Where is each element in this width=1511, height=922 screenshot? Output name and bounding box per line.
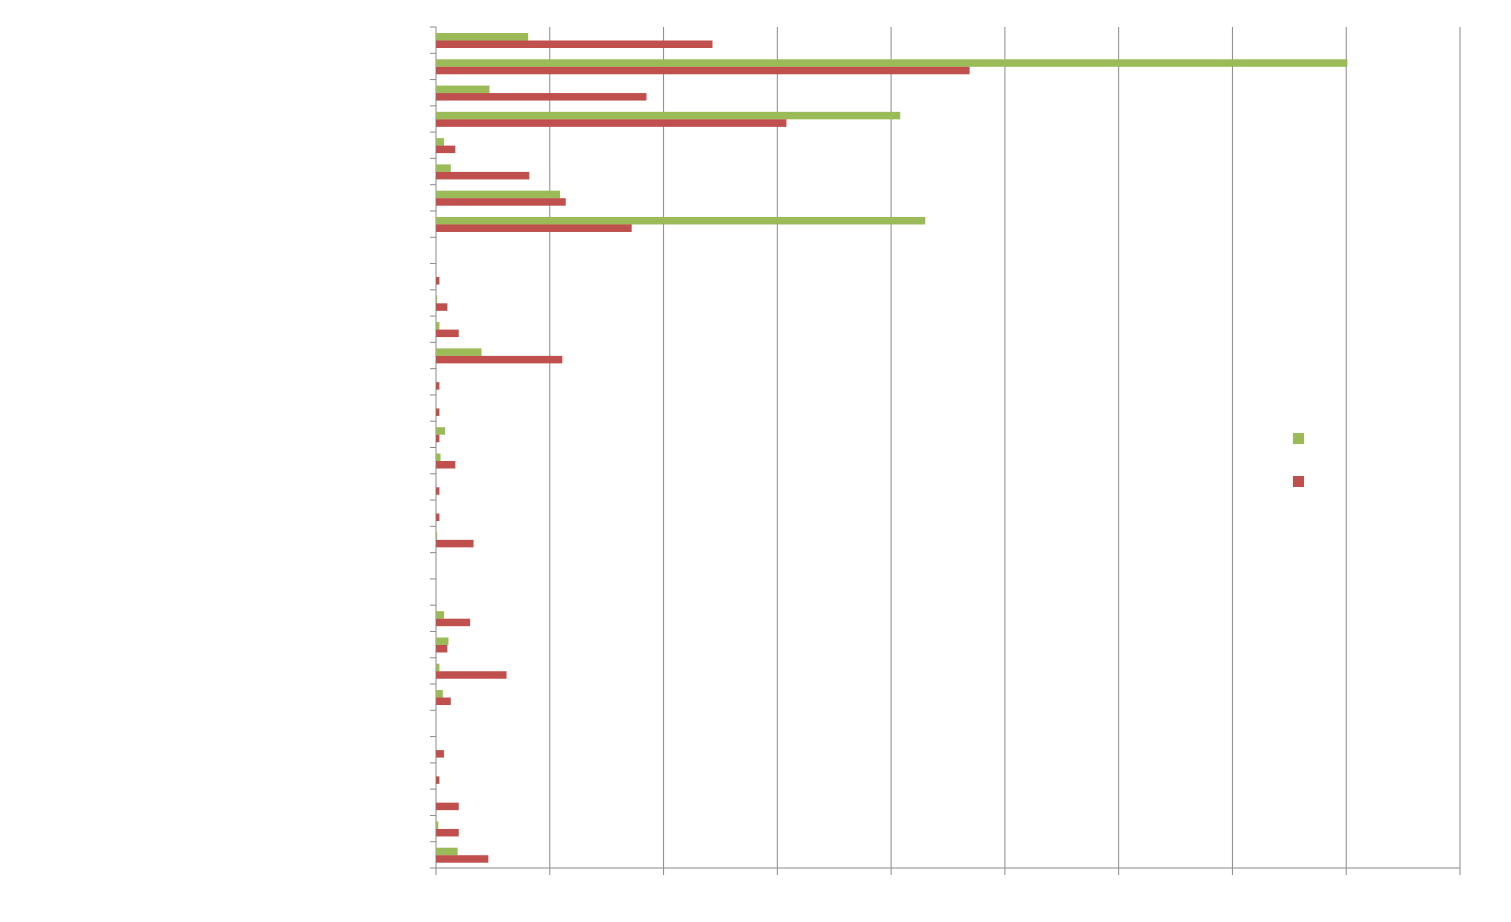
- bar: [436, 461, 456, 469]
- bar: [436, 277, 440, 285]
- bar: [436, 618, 471, 627]
- bar: [436, 329, 459, 338]
- bar: [436, 85, 490, 94]
- bar: [436, 802, 459, 811]
- bar: [436, 348, 482, 356]
- bar: [436, 434, 440, 443]
- bar: [436, 697, 451, 706]
- bar: [436, 637, 449, 645]
- legend-marker: [1293, 476, 1304, 487]
- bar: [436, 671, 507, 679]
- bar: [436, 216, 926, 225]
- bar: [436, 59, 1348, 67]
- bar: [436, 138, 444, 146]
- bar: [436, 33, 529, 41]
- bar: [436, 322, 440, 330]
- bar: [436, 382, 440, 390]
- bar: [436, 198, 566, 206]
- legend-marker: [1293, 433, 1304, 444]
- bar: [436, 663, 440, 672]
- bar: [436, 171, 530, 180]
- bar: [436, 190, 561, 199]
- bar: [436, 750, 444, 758]
- bar: [436, 355, 563, 364]
- bar: [436, 111, 901, 120]
- bar: [436, 644, 448, 653]
- bar: [436, 828, 459, 837]
- bar: [436, 821, 439, 829]
- bar: [436, 611, 444, 619]
- bar: [436, 690, 443, 698]
- bar: [436, 487, 440, 495]
- bar: [436, 66, 970, 75]
- bar: [436, 303, 448, 311]
- bar: [436, 532, 438, 540]
- bar: [436, 224, 632, 232]
- bar: [436, 408, 440, 416]
- bar: [436, 539, 474, 548]
- bar: [436, 513, 440, 522]
- bar: [436, 93, 647, 101]
- bar: [436, 40, 713, 48]
- bar: [436, 164, 451, 172]
- bar: [436, 776, 440, 784]
- bar: [436, 855, 489, 863]
- bar: [436, 295, 438, 304]
- bar: [436, 847, 458, 856]
- bar: [436, 453, 441, 461]
- bar: [436, 427, 446, 435]
- bar: [436, 119, 787, 127]
- bar: [436, 145, 456, 154]
